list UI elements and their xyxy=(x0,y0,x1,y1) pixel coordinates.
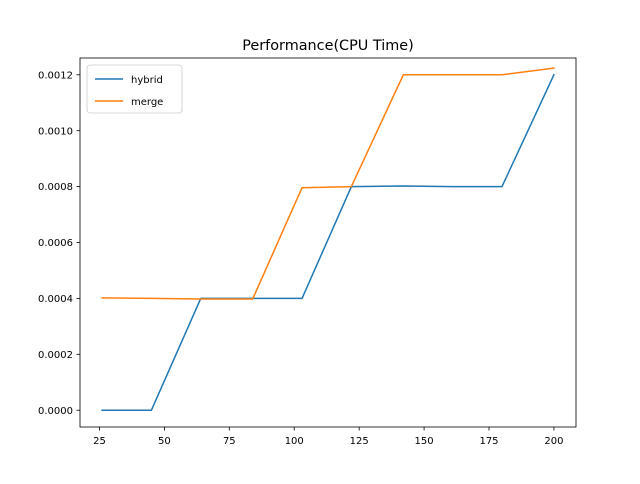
x-tick-label: 50 xyxy=(158,436,171,447)
axes: 25 50 75 100 125 150 175 200 0.0000 0.0002 0.0004 0… xyxy=(38,57,577,447)
y-tick-label: 0.0004 xyxy=(38,294,73,305)
y-tick-label: 0.0010 xyxy=(38,126,73,137)
legend-label-merge: merge xyxy=(131,97,163,108)
x-tick-label: 200 xyxy=(544,436,563,447)
y-tick-label: 0.0006 xyxy=(38,238,73,249)
x-tick-label: 75 xyxy=(223,436,236,447)
x-tick-label: 100 xyxy=(285,436,304,447)
y-tick-label: 0.0008 xyxy=(38,182,73,193)
x-tick-label: 125 xyxy=(350,436,369,447)
legend: hybrid merge xyxy=(86,64,183,114)
chart-title: Performance(CPU Time) xyxy=(242,38,413,54)
y-tick-label: 0.0000 xyxy=(38,406,73,417)
x-tick-label: 175 xyxy=(479,436,498,447)
series-lines xyxy=(101,67,555,411)
series-line-merge xyxy=(101,67,555,300)
y-tick-label: 0.0002 xyxy=(38,350,73,361)
y-tick-label: 0.0012 xyxy=(38,70,73,81)
x-tick-label: 150 xyxy=(415,436,434,447)
x-tick-label: 25 xyxy=(93,436,106,447)
legend-label-hybrid: hybrid xyxy=(131,75,163,86)
series-line-hybrid xyxy=(101,73,555,411)
